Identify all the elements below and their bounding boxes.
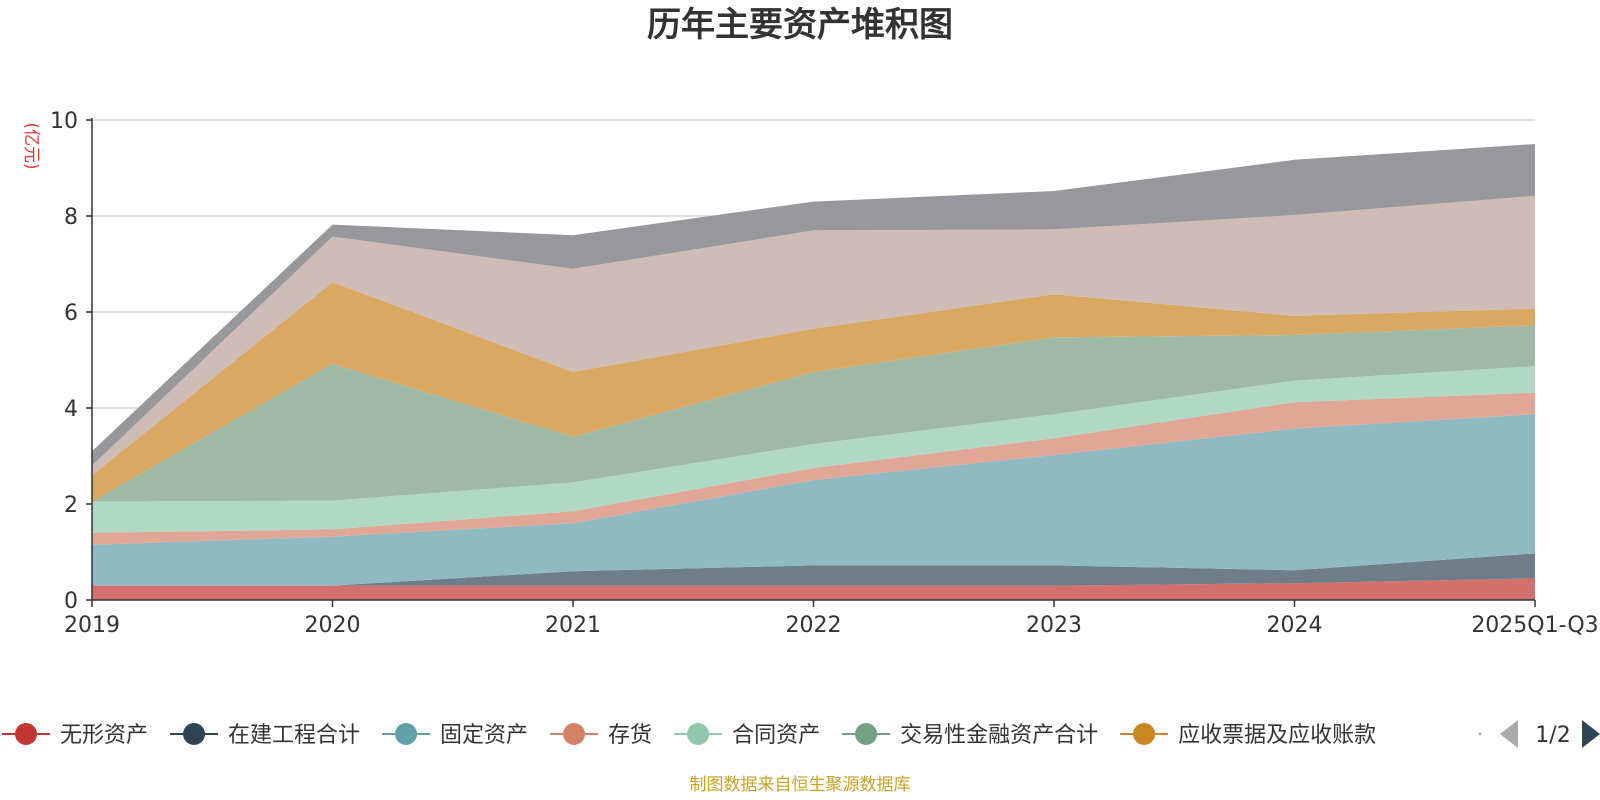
legend-item-0[interactable]: 无形资产	[2, 723, 148, 748]
legend-marker-icon	[15, 723, 37, 745]
y-axis-unit-label: (亿元)	[21, 122, 41, 169]
legend-label: 交易性金融资产合计	[900, 723, 1098, 748]
y-tick-label: 0	[64, 589, 78, 614]
area-series-2	[92, 414, 1535, 586]
legend-overflow-dot	[1478, 732, 1482, 736]
chart-title: 历年主要资产堆积图	[647, 5, 953, 45]
legend-page-indicator: 1/2	[1535, 723, 1570, 748]
axes: 0 2 4 6 8 10 2019 2020 2021 2022 2023 2024 2025Q1-Q3	[50, 109, 1599, 638]
area-series-8	[92, 144, 1535, 466]
legend-label: 在建工程合计	[228, 723, 360, 748]
area-series-0	[92, 578, 1535, 600]
legend-marker-icon	[1133, 723, 1156, 745]
legend-marker-icon	[183, 723, 206, 745]
y-tick-label: 8	[64, 205, 78, 230]
legend-marker-icon	[563, 723, 586, 745]
legend-prev-page-icon[interactable]	[1500, 720, 1518, 748]
legend: 无形资产 在建工程合计 固定资产 存货 合同资产 交易性金融资产合计 应收票据及应收账款 1/…	[2, 720, 1600, 748]
area-series-group	[92, 144, 1535, 600]
legend-item-4[interactable]: 合同资产	[674, 723, 820, 748]
y-tick-label: 6	[64, 301, 78, 326]
area-series-5	[92, 325, 1535, 502]
x-tick-label: 2025Q1-Q3	[1471, 613, 1598, 638]
x-tick-label: 2019	[64, 613, 120, 638]
x-tick-label: 2020	[305, 613, 361, 638]
legend-label: 固定资产	[440, 723, 528, 748]
area-series-6	[92, 282, 1535, 502]
data-source-note: 制图数据来自恒生聚源数据库	[690, 775, 911, 795]
legend-marker-icon	[855, 723, 878, 745]
legend-marker-icon	[687, 723, 710, 745]
x-tick-label: 2023	[1026, 613, 1082, 638]
y-tick-label: 10	[50, 109, 78, 134]
area-series-3	[92, 392, 1535, 545]
x-tick-label: 2024	[1267, 613, 1323, 638]
legend-label: 无形资产	[60, 723, 148, 748]
legend-label: 合同资产	[732, 723, 820, 748]
x-tick-label: 2022	[786, 613, 842, 638]
y-tick-label: 4	[64, 397, 78, 422]
legend-item-5[interactable]: 交易性金融资产合计	[842, 723, 1098, 748]
area-series-7	[92, 195, 1535, 476]
legend-pager: 1/2	[1478, 720, 1600, 748]
legend-marker-icon	[395, 723, 418, 745]
legend-item-2[interactable]: 固定资产	[382, 723, 528, 748]
legend-next-page-icon[interactable]	[1582, 720, 1600, 748]
area-series-4	[92, 366, 1535, 533]
x-tick-label: 2021	[545, 613, 601, 638]
legend-item-1[interactable]: 在建工程合计	[170, 723, 360, 748]
area-series-1	[92, 553, 1535, 586]
legend-item-6[interactable]: 应收票据及应收账款	[1120, 723, 1376, 748]
legend-item-3[interactable]: 存货	[550, 723, 652, 748]
legend-label: 应收票据及应收账款	[1178, 723, 1376, 748]
y-tick-label: 2	[64, 493, 78, 518]
legend-label: 存货	[608, 723, 652, 748]
